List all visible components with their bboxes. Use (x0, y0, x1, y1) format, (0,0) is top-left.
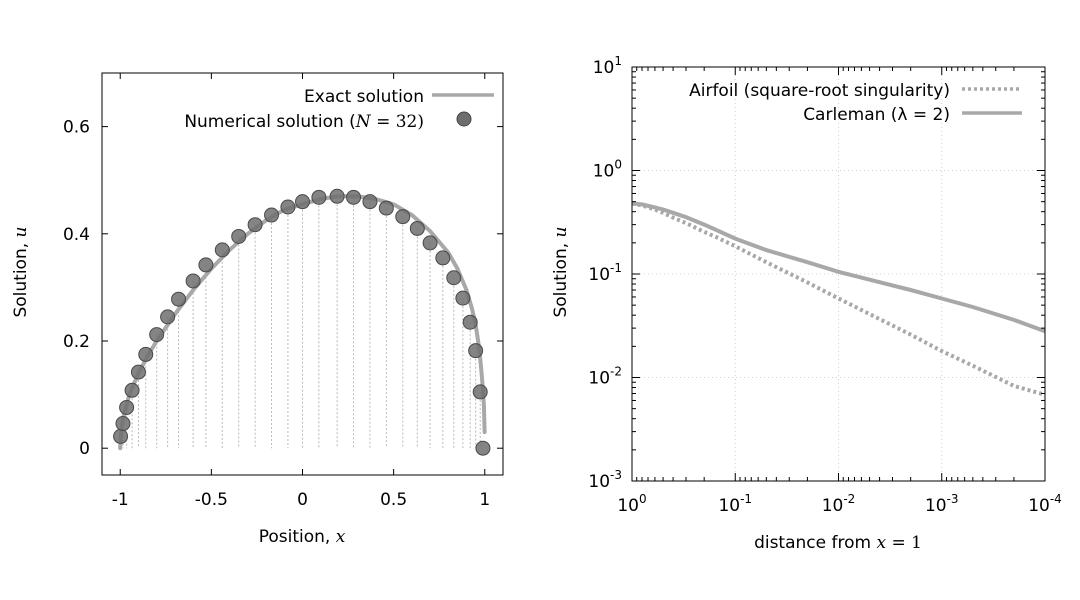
numerical-point (247, 217, 263, 233)
numerical-point (462, 314, 478, 330)
numerical-point (378, 200, 394, 216)
numerical-point (472, 384, 488, 400)
numerical-point (119, 399, 135, 415)
y-tick-label: 100 (593, 158, 622, 182)
y-tick-label: 10-2 (588, 365, 622, 389)
numerical-point (311, 189, 327, 205)
numerical-point (231, 228, 247, 244)
numerical-point (435, 250, 451, 266)
numerical-point (160, 309, 176, 325)
carleman-line (631, 201, 1046, 334)
x-tick-label: -0.5 (195, 490, 228, 510)
numerical-point (113, 428, 129, 444)
right-x-ticks: 100 10-1 10-2 10-3 10-4 (617, 67, 1062, 516)
numerical-point (138, 346, 154, 362)
right-y-ticks: 10-3 10-2 10-1 100 101 (588, 54, 1045, 492)
numerical-point (198, 257, 214, 273)
numerical-point (409, 220, 425, 236)
numerical-point (171, 291, 187, 307)
numerical-point (455, 290, 471, 306)
numerical-point (149, 327, 165, 343)
numerical-point (475, 440, 491, 456)
y-tick-label: 10-1 (588, 261, 622, 285)
numerical-point (295, 194, 310, 210)
right-legend-carleman-label: Carleman (λ = 2) (803, 105, 950, 125)
x-tick-label: 0 (297, 490, 308, 510)
right-y-axis-label: Solution, u (551, 226, 571, 317)
left-numerical-series (113, 188, 491, 456)
left-chart: -1 -0.5 0 0.5 1 0 0.2 0.4 0.6 Exact solution Nu… (11, 72, 504, 547)
left-x-ticks: -1 -0.5 0 0.5 1 (112, 73, 490, 510)
right-legend: Airfoil (square-root singularity) Carlem… (689, 81, 1022, 125)
y-tick-label: 0.4 (63, 225, 90, 245)
numerical-point (395, 209, 411, 225)
y-tick-label: 0.6 (63, 118, 90, 138)
x-tick-label: 0.5 (380, 490, 407, 510)
left-legend-numerical-swatch (456, 111, 472, 127)
x-tick-label: 10-3 (925, 492, 959, 516)
numerical-point (115, 416, 131, 432)
numerical-point (214, 242, 230, 258)
x-tick-label: 10-2 (822, 492, 856, 516)
right-legend-airfoil-label: Airfoil (square-root singularity) (689, 81, 950, 101)
x-tick-label: 10-1 (718, 492, 752, 516)
x-tick-label: 10-4 (1028, 492, 1062, 516)
x-tick-label: -1 (112, 490, 129, 510)
y-tick-label: 0.2 (63, 332, 90, 352)
numerical-point (264, 207, 280, 223)
numerical-point (362, 194, 378, 210)
right-plot-frame (631, 66, 1046, 482)
left-y-axis-label: Solution, u (11, 226, 31, 317)
x-tick-label: 1 (479, 490, 490, 510)
numerical-point (130, 364, 146, 380)
right-series (631, 201, 1046, 397)
x-tick-label: 100 (617, 492, 646, 516)
y-tick-label: 0 (79, 439, 90, 459)
right-chart: 100 10-1 10-2 10-3 10-4 10-3 10-2 10-1 100 101 A… (551, 54, 1062, 553)
left-y-ticks: 0 0.2 0.4 0.6 (63, 118, 503, 459)
numerical-point (329, 188, 345, 204)
numerical-point (446, 270, 462, 286)
numerical-point (422, 235, 438, 251)
right-grid (632, 67, 1045, 481)
left-vertical-guides (120, 196, 481, 449)
left-legend-numerical-label: Numerical solution (N = 32) (184, 112, 424, 132)
numerical-point (185, 273, 201, 289)
left-legend-exact-label: Exact solution (304, 87, 424, 107)
airfoil-line (631, 201, 1046, 397)
right-x-axis-label: distance from x = 1 (754, 533, 922, 553)
left-x-axis-label: Position, x (259, 527, 346, 547)
left-legend: Exact solution Numerical solution (N = 3… (184, 87, 494, 132)
y-tick-label: 101 (593, 54, 622, 78)
numerical-point (124, 382, 140, 398)
y-tick-label: 10-3 (588, 468, 622, 492)
numerical-point (346, 189, 362, 205)
numerical-point (280, 199, 296, 215)
numerical-point (468, 343, 484, 359)
